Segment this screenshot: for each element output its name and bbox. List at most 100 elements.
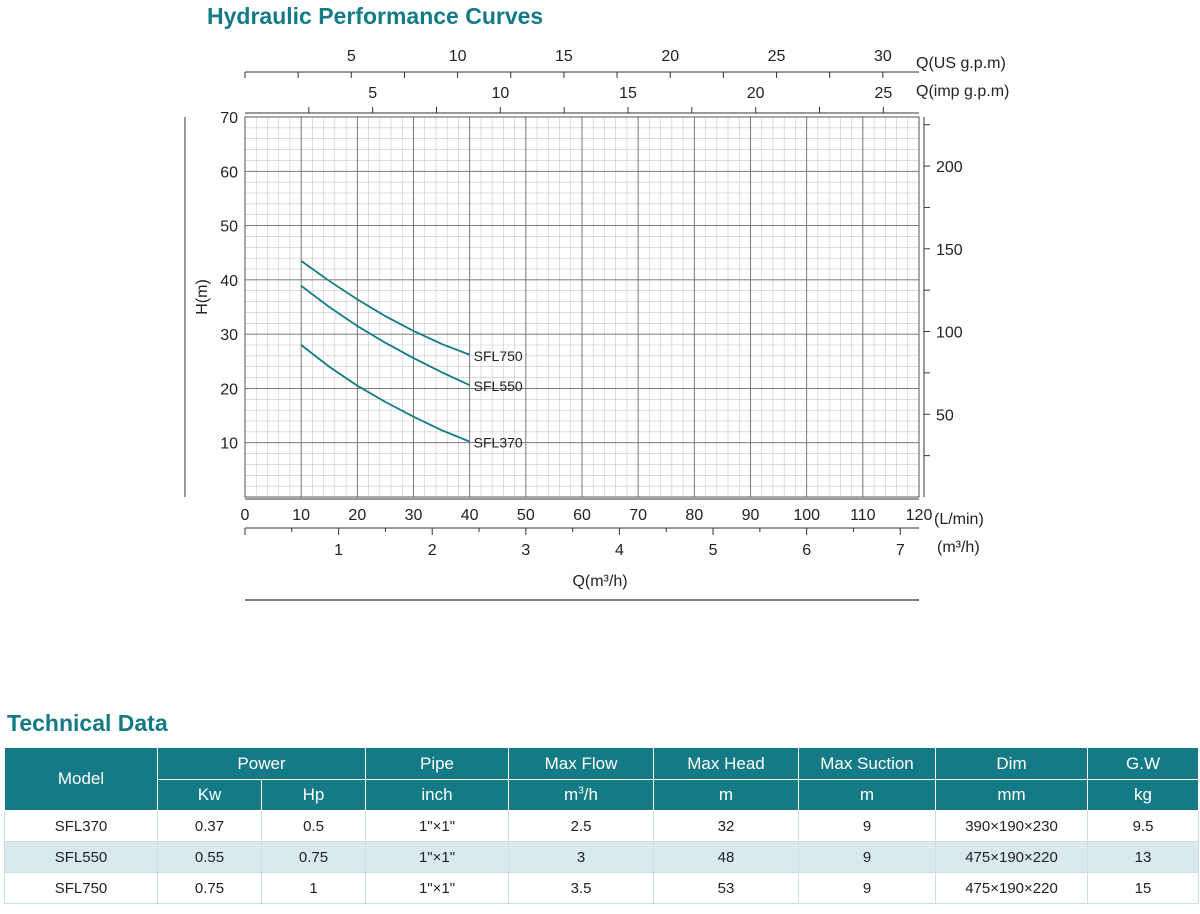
table-row: SFL750 0.75 1 1"×1" 3.5 53 9 475×190×220…	[4, 872, 1199, 904]
cell-model: SFL370	[4, 810, 158, 842]
curve-sfl550	[300, 285, 471, 386]
y-tick-label: 40	[220, 273, 238, 290]
cell-max-head: 53	[653, 872, 799, 904]
m3h-tick-label: 4	[615, 542, 624, 559]
x-tick-label: 30	[405, 507, 423, 524]
m3h-tick-label: 5	[709, 542, 718, 559]
cell-dim: 475×190×220	[935, 872, 1088, 904]
us-gpm-tick-label: 20	[661, 48, 679, 65]
imp-gpm-tick-label: 20	[747, 85, 765, 102]
cell-dim: 390×190×230	[935, 810, 1088, 842]
x-tick-label: 50	[517, 507, 535, 524]
m3h-axis-unit-label: (m³/h)	[937, 539, 980, 556]
x-axis-label: Q(m³/h)	[572, 573, 627, 590]
cell-hp: 0.75	[261, 841, 366, 873]
grid-major	[244, 116, 920, 498]
curves: SFL750 SFL550 SFL370	[300, 260, 523, 451]
header-gw: G.W	[1087, 747, 1199, 780]
chart-title: Hydraulic Performance Curves	[207, 3, 544, 29]
x-tick-label: 20	[348, 507, 366, 524]
unit-kw: Kw	[157, 779, 262, 811]
x-tick-label: 80	[685, 507, 703, 524]
cell-gw: 9.5	[1087, 810, 1199, 842]
cell-max-head: 32	[653, 810, 799, 842]
m3h-tick-label: 3	[521, 542, 530, 559]
technical-data-table: Model Power Pipe Max Flow Max Head Max S…	[4, 747, 1199, 904]
cell-max-suction: 9	[798, 810, 936, 842]
right-tick-label: 150	[936, 242, 963, 259]
y-tick-label: 30	[220, 327, 238, 344]
curve-sfl370	[300, 344, 471, 443]
y-tick-label: 50	[220, 219, 238, 236]
cell-gw: 13	[1087, 841, 1199, 873]
cell-pipe: 1"×1"	[365, 810, 509, 842]
x-tick-label: 60	[573, 507, 591, 524]
header-max-suction: Max Suction	[798, 747, 936, 780]
axes	[184, 71, 930, 601]
x-tick-label: 120	[906, 507, 933, 524]
cell-max-flow: 3	[508, 841, 654, 873]
us-gpm-tick-label: 10	[449, 48, 467, 65]
x-tick-label: 70	[629, 507, 647, 524]
unit-pipe: inch	[365, 779, 509, 811]
table-row: SFL370 0.37 0.5 1"×1" 2.5 32 9 390×190×2…	[4, 810, 1199, 842]
cell-max-suction: 9	[798, 872, 936, 904]
x-tick-label: 110	[850, 507, 876, 524]
us-gpm-tick-label: 25	[768, 48, 786, 65]
curve-label-sfl370: SFL370	[474, 435, 523, 451]
header-dim: Dim	[935, 747, 1088, 780]
cell-max-flow: 2.5	[508, 810, 654, 842]
x-tick-label: 40	[461, 507, 479, 524]
cell-dim: 475×190×220	[935, 841, 1088, 873]
curve-label-sfl550: SFL550	[474, 378, 523, 394]
table-row: SFL550 0.55 0.75 1"×1" 3 48 9 475×190×22…	[4, 841, 1199, 873]
m3h-tick-label: 2	[428, 542, 437, 559]
imp-gpm-axis-label: Q(imp g.p.m)	[916, 83, 1009, 100]
y-tick-label: 60	[220, 164, 238, 181]
cell-pipe: 1"×1"	[365, 841, 509, 873]
cell-pipe: 1"×1"	[365, 872, 509, 904]
cell-model: SFL750	[4, 872, 158, 904]
m3h-tick-label: 1	[334, 542, 343, 559]
unit-suction: m	[798, 779, 936, 811]
cell-max-suction: 9	[798, 841, 936, 873]
right-tick-label: 200	[936, 159, 963, 176]
header-max-head: Max Head	[653, 747, 799, 780]
curve-label-sfl750: SFL750	[474, 348, 523, 364]
cell-gw: 15	[1087, 872, 1199, 904]
cell-max-head: 48	[653, 841, 799, 873]
unit-dim: mm	[935, 779, 1088, 811]
m3h-tick-label: 7	[896, 542, 905, 559]
cell-kw: 0.75	[157, 872, 262, 904]
unit-hp: Hp	[261, 779, 366, 811]
lmin-axis-label: (L/min)	[934, 511, 984, 528]
imp-gpm-tick-label: 15	[619, 85, 637, 102]
imp-gpm-tick-label: 25	[874, 85, 892, 102]
header-model: Model	[4, 747, 158, 811]
header-max-flow: Max Flow	[508, 747, 654, 780]
x-tick-label: 100	[793, 507, 820, 524]
plot-frame	[244, 116, 920, 498]
cell-hp: 1	[261, 872, 366, 904]
header-pipe: Pipe	[365, 747, 509, 780]
right-tick-label: 100	[936, 325, 963, 342]
cell-kw: 0.37	[157, 810, 262, 842]
y-axis-label: H(m)	[194, 279, 211, 315]
imp-gpm-tick-label: 5	[368, 85, 377, 102]
us-gpm-tick-label: 15	[555, 48, 573, 65]
curve-sfl750	[300, 260, 470, 356]
right-tick-label: 50	[936, 407, 954, 424]
unit-head: m	[653, 779, 799, 811]
unit-flow: m3/h	[508, 779, 654, 811]
cell-max-flow: 3.5	[508, 872, 654, 904]
x-tick-label: 10	[292, 507, 310, 524]
m3h-tick-label: 6	[802, 542, 811, 559]
header-power: Power	[157, 747, 366, 780]
cell-hp: 0.5	[261, 810, 366, 842]
cell-model: SFL550	[4, 841, 158, 873]
unit-gw: kg	[1087, 779, 1199, 811]
y-tick-label: 20	[220, 381, 238, 398]
x-tick-label: 0	[241, 507, 250, 524]
